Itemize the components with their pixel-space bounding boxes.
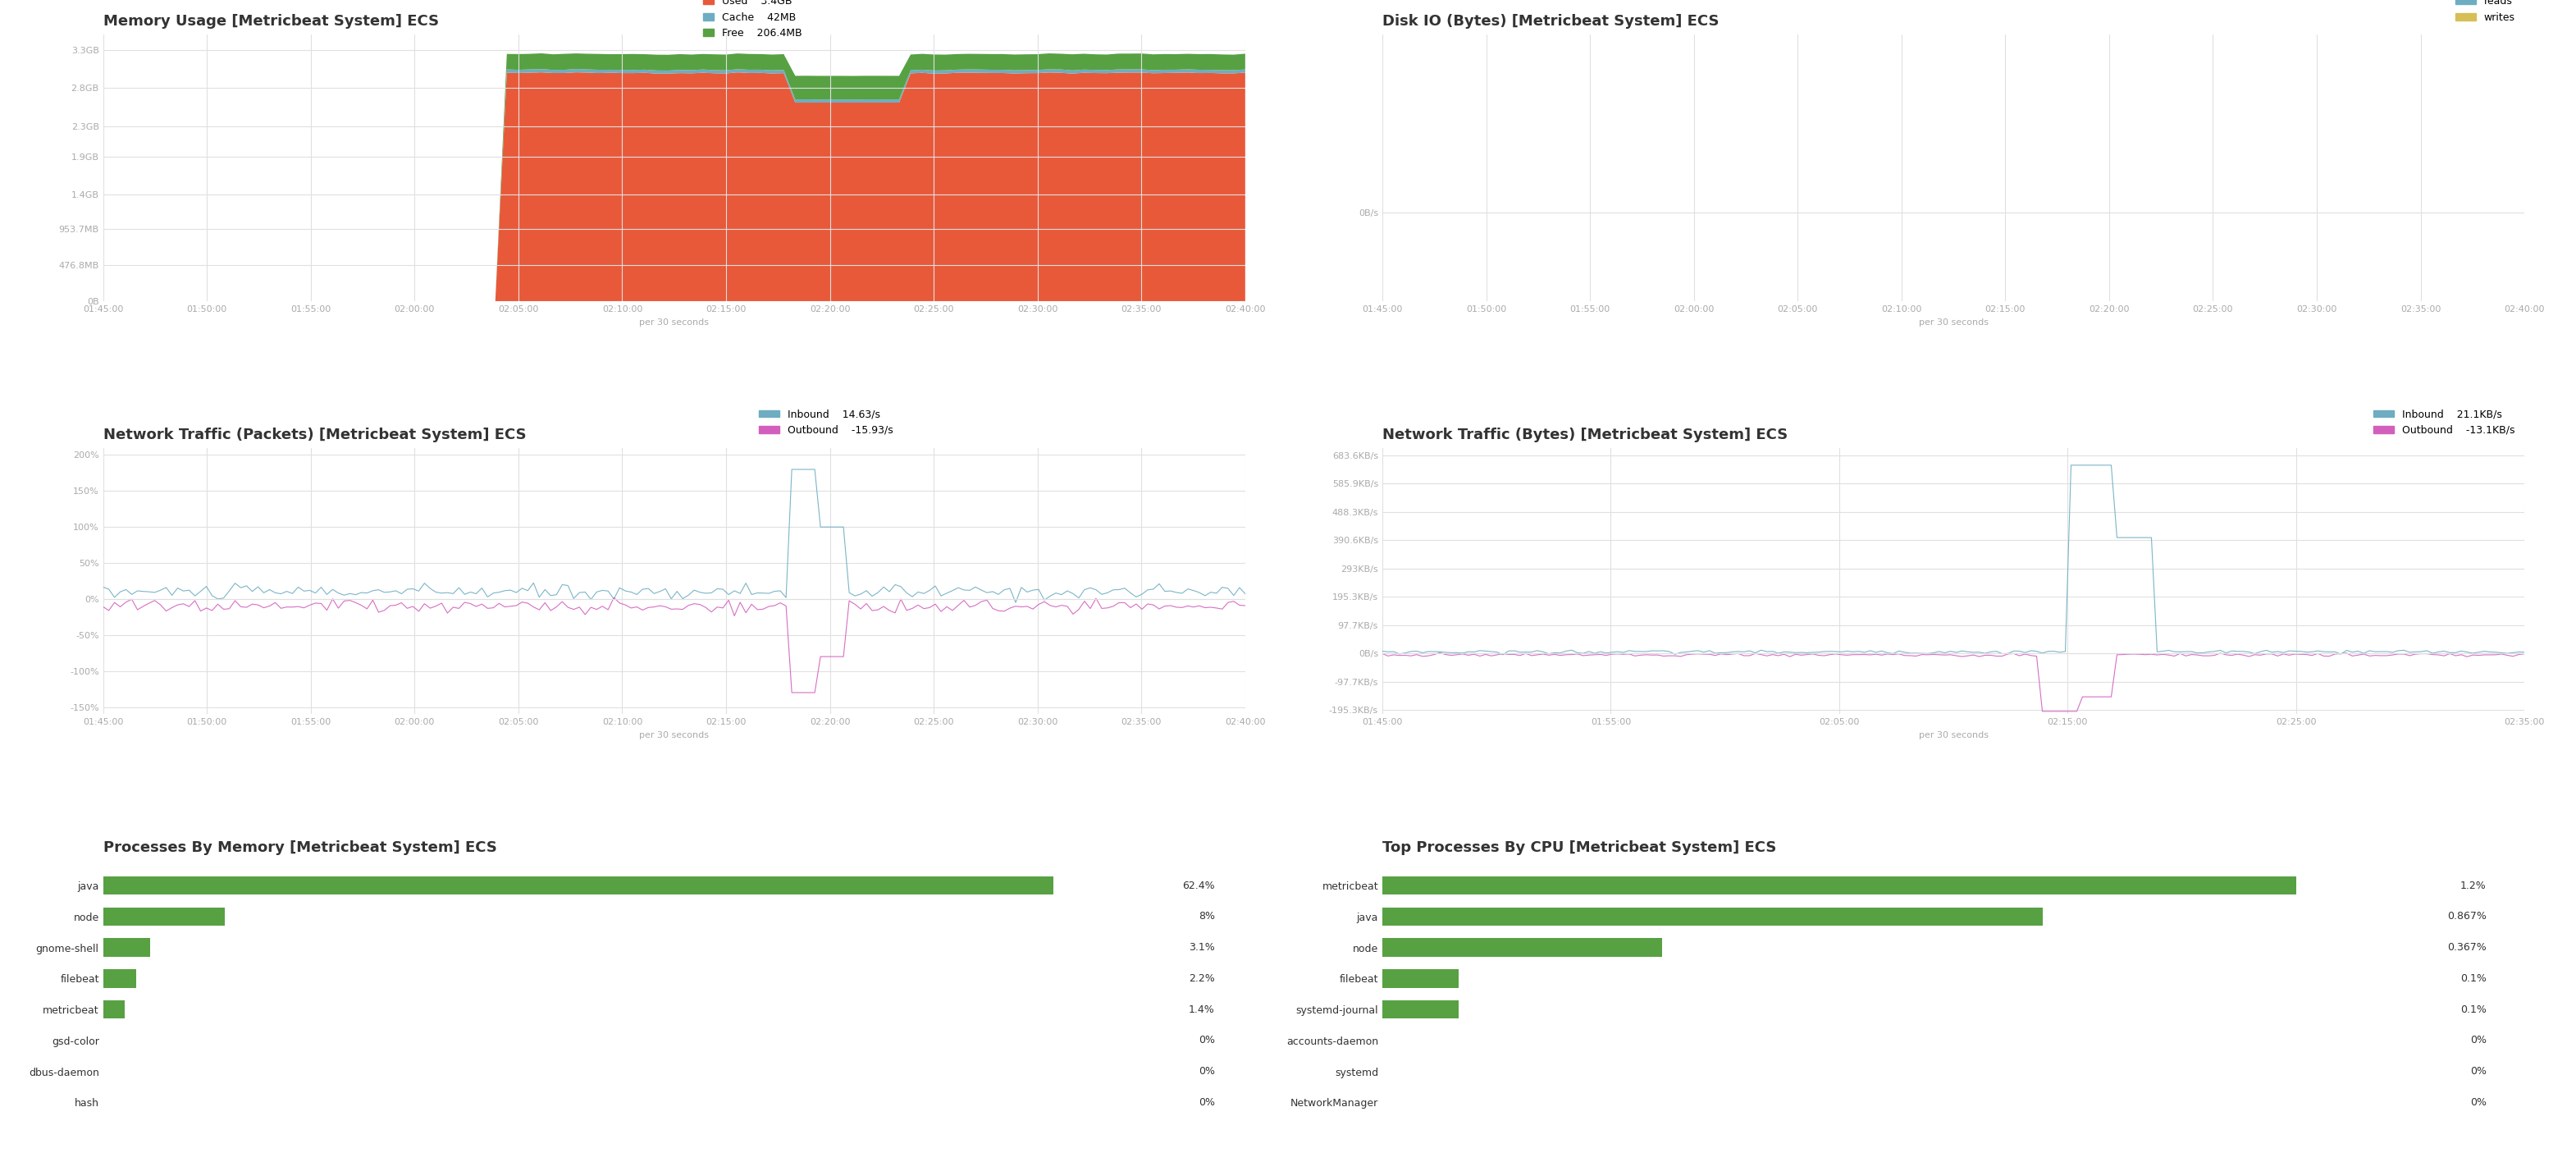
Bar: [103, 876, 1054, 895]
X-axis label: per 30 seconds: per 30 seconds: [1919, 731, 1989, 739]
Text: 1.4%: 1.4%: [1188, 1004, 1216, 1014]
Text: Memory Usage [Metricbeat System] ECS: Memory Usage [Metricbeat System] ECS: [103, 14, 438, 29]
Text: 0%: 0%: [2470, 1097, 2486, 1107]
Text: Disk IO (Bytes) [Metricbeat System] ECS: Disk IO (Bytes) [Metricbeat System] ECS: [1383, 14, 1718, 29]
Bar: [1383, 969, 1458, 988]
Text: 0%: 0%: [1198, 1097, 1216, 1107]
Text: Network Traffic (Bytes) [Metricbeat System] ECS: Network Traffic (Bytes) [Metricbeat Syst…: [1383, 428, 1788, 442]
Text: Processes By Memory [Metricbeat System] ECS: Processes By Memory [Metricbeat System] …: [103, 840, 497, 855]
Text: 0.367%: 0.367%: [2447, 942, 2486, 953]
Bar: [103, 1000, 124, 1019]
Legend: reads, writes: reads, writes: [2452, 0, 2519, 27]
Text: 0.1%: 0.1%: [2460, 973, 2486, 984]
Text: 0.867%: 0.867%: [2447, 911, 2486, 921]
X-axis label: per 30 seconds: per 30 seconds: [639, 731, 708, 739]
Legend: Inbound    21.1KB/s, Outbound    -13.1KB/s: Inbound 21.1KB/s, Outbound -13.1KB/s: [2370, 406, 2519, 439]
Text: 3.1%: 3.1%: [1188, 942, 1216, 953]
Text: 0.1%: 0.1%: [2460, 1004, 2486, 1014]
Text: Top Processes By CPU [Metricbeat System] ECS: Top Processes By CPU [Metricbeat System]…: [1383, 840, 1777, 855]
Text: Network Traffic (Packets) [Metricbeat System] ECS: Network Traffic (Packets) [Metricbeat Sy…: [103, 428, 526, 442]
Legend: Used    3.4GB, Cache    42MB, Free    206.4MB: Used 3.4GB, Cache 42MB, Free 206.4MB: [698, 0, 806, 43]
Text: 2.2%: 2.2%: [1188, 973, 1216, 984]
Bar: [1383, 876, 2295, 895]
Text: 62.4%: 62.4%: [1182, 880, 1216, 891]
Bar: [1383, 1000, 1458, 1019]
Text: 0%: 0%: [1198, 1066, 1216, 1077]
Bar: [103, 908, 224, 926]
Text: 0%: 0%: [2470, 1066, 2486, 1077]
X-axis label: per 30 seconds: per 30 seconds: [1919, 318, 1989, 327]
Legend: Inbound    14.63/s, Outbound    -15.93/s: Inbound 14.63/s, Outbound -15.93/s: [755, 406, 896, 439]
Bar: [1383, 938, 1662, 956]
X-axis label: per 30 seconds: per 30 seconds: [639, 318, 708, 327]
Text: 8%: 8%: [1198, 911, 1216, 921]
Text: 1.2%: 1.2%: [2460, 880, 2486, 891]
Bar: [103, 938, 149, 956]
Text: 0%: 0%: [2470, 1035, 2486, 1046]
Bar: [1383, 908, 2043, 926]
Bar: [103, 969, 137, 988]
Text: 0%: 0%: [1198, 1035, 1216, 1046]
